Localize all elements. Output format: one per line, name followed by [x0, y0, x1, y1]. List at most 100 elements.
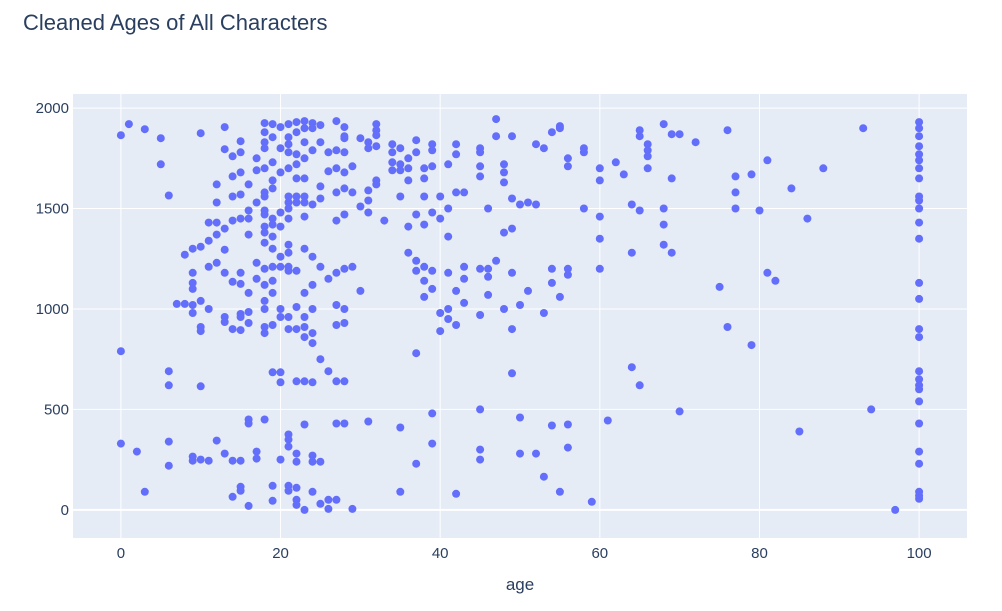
scatter-point [452, 140, 461, 149]
scatter-point [196, 455, 205, 464]
scatter-point [372, 180, 381, 189]
scatter-point [484, 290, 493, 299]
scatter-point [260, 119, 269, 128]
scatter-point [300, 288, 309, 297]
scatter-point [524, 286, 532, 295]
scatter-point [116, 131, 125, 140]
scatter-point [284, 486, 293, 495]
scatter-point [508, 194, 516, 203]
scatter-point [260, 222, 269, 231]
scatter-point [228, 172, 237, 181]
scatter-point [308, 487, 317, 496]
scatter-point [388, 148, 397, 157]
scatter-point [659, 240, 668, 249]
scatter-point [276, 252, 285, 261]
scatter-point [212, 218, 221, 227]
scatter-point [396, 487, 405, 496]
scatter-point [627, 248, 636, 257]
scatter-point [915, 142, 924, 151]
scatter-point [723, 323, 732, 331]
scatter-point [731, 172, 740, 181]
y-tick-label: 500 [44, 401, 69, 418]
scatter-point [292, 303, 301, 311]
scatter-point [268, 288, 277, 297]
scatter-point [236, 148, 245, 157]
scatter-point [164, 437, 173, 446]
scatter-point [396, 423, 405, 432]
scatter-point [731, 188, 740, 197]
scatter-point [915, 385, 924, 394]
scatter-point [428, 439, 437, 448]
scatter-point [308, 146, 317, 155]
scatter-point [595, 212, 604, 221]
scatter-point [595, 164, 604, 173]
scatter-point [292, 266, 301, 275]
scatter-point [284, 313, 293, 321]
scatter-point [412, 136, 421, 145]
scatter-point [763, 156, 772, 165]
scatter-point [180, 250, 189, 259]
scatter-point [388, 158, 397, 167]
scatter-point [420, 174, 429, 183]
x-tick-label: 80 [751, 545, 768, 562]
scatter-point [212, 230, 221, 239]
scatter-point [268, 220, 277, 229]
scatter-point [587, 497, 596, 506]
scatter-point [244, 308, 253, 316]
scatter-point [643, 140, 652, 149]
scatter-point [300, 124, 309, 133]
scatter-point [476, 264, 485, 273]
scatter-point [220, 318, 229, 326]
scatter-point [915, 278, 924, 287]
scatter-point [284, 164, 293, 173]
scatter-point [579, 204, 588, 213]
scatter-point [212, 180, 221, 189]
scatter-point [268, 481, 277, 490]
scatter-point [316, 182, 325, 191]
scatter-point [819, 164, 828, 173]
scatter-point [116, 439, 125, 448]
scatter-point [508, 224, 516, 233]
scatter-point [260, 164, 269, 173]
scatter-point [140, 125, 149, 134]
scatter-point [563, 443, 572, 452]
scatter-point [212, 258, 221, 267]
scatter-point [292, 449, 301, 458]
scatter-point [579, 148, 588, 157]
scatter-point [539, 309, 548, 317]
scatter-point [268, 232, 277, 241]
scatter-point [292, 457, 301, 466]
scatter-point [260, 210, 269, 219]
scatter-point [532, 200, 540, 209]
scatter-point [452, 489, 461, 498]
scatter-point [428, 284, 437, 293]
scatter-point [340, 377, 349, 386]
scatter-point [228, 492, 237, 501]
scatter-point [292, 118, 301, 127]
scatter-point [236, 268, 245, 277]
scatter-point [915, 419, 924, 428]
scatter-point [667, 248, 676, 257]
scatter-point [915, 447, 924, 456]
scatter-point [444, 268, 453, 277]
scatter-point [659, 120, 668, 129]
scatter-point [204, 456, 213, 465]
scatter-point [356, 134, 365, 143]
y-tick-label: 0 [61, 502, 69, 519]
scatter-point [292, 198, 301, 207]
scatter-point [460, 298, 469, 307]
scatter-point [268, 158, 277, 167]
scatter-point [260, 192, 269, 201]
scatter-point [803, 214, 812, 223]
scatter-point [260, 138, 269, 147]
scatter-point [755, 206, 764, 215]
scatter-point [635, 381, 644, 390]
scatter-point [268, 368, 277, 377]
scatter-point [268, 321, 277, 329]
scatter-point [284, 148, 293, 157]
scatter-point [284, 204, 293, 213]
x-tick-label: 100 [907, 545, 932, 562]
scatter-point [332, 377, 341, 386]
scatter-point [292, 160, 301, 169]
scatter-point [332, 146, 341, 155]
